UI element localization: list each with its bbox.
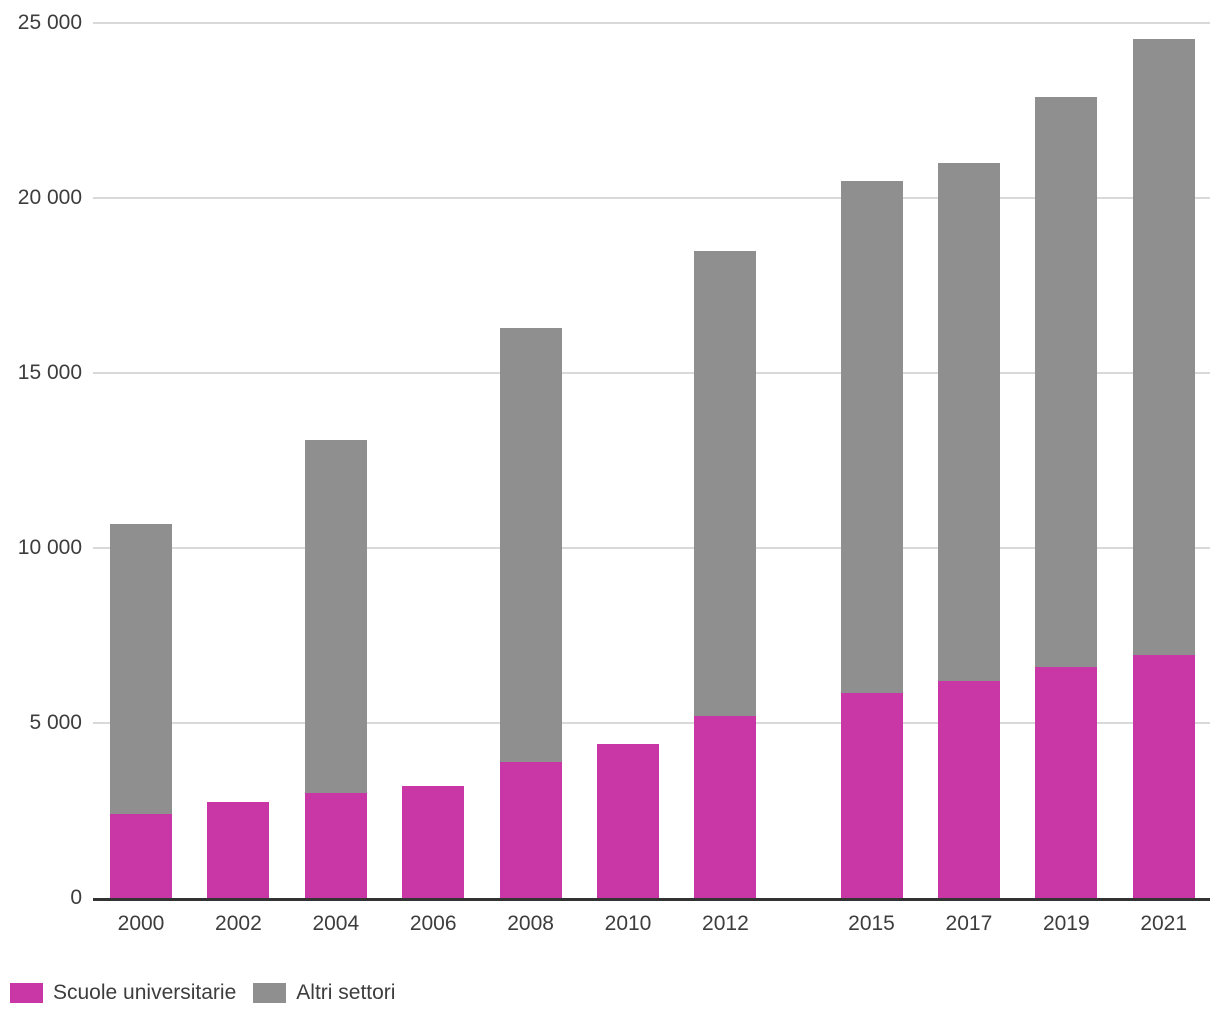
x-axis-line <box>93 898 1210 901</box>
y-tick-label-0: 0 <box>70 886 82 909</box>
bar-segment-scuole-universitarie-2010 <box>597 744 659 898</box>
bar-segment-altri-settori-2019 <box>1035 96 1098 667</box>
gridline-15000 <box>93 372 1210 374</box>
bar-segment-altri-settori-2008 <box>499 327 562 762</box>
x-tick-label-2004: 2004 <box>312 912 360 935</box>
gridline-25000 <box>93 22 1210 24</box>
bar-segment-scuole-universitarie-2019 <box>1035 667 1098 898</box>
x-tick-label-2010: 2010 <box>604 912 652 935</box>
y-tick-label-20000: 20 000 <box>17 186 82 209</box>
legend-swatch-altri-settori <box>253 983 287 1003</box>
bar-segment-scuole-universitarie-2002 <box>207 801 270 898</box>
x-tick-label-2019: 2019 <box>1042 912 1090 935</box>
x-tick-label-2002: 2002 <box>215 912 262 935</box>
x-tick-label-2021: 2021 <box>1140 912 1188 935</box>
y-tick-label-10000: 10 000 <box>17 536 82 559</box>
bar-segment-altri-settori-2015 <box>840 180 903 694</box>
legend-swatch-scuole-universitarie <box>10 983 43 1003</box>
gridline-20000 <box>93 197 1210 199</box>
x-tick-label-2000: 2000 <box>117 912 165 935</box>
bar-segment-scuole-universitarie-2006 <box>402 786 465 898</box>
bar-segment-scuole-universitarie-2017 <box>937 681 1000 898</box>
gridline-10000 <box>93 547 1210 549</box>
x-tick-label-2015: 2015 <box>848 912 895 935</box>
gridline-5000 <box>93 722 1210 724</box>
bar-segment-scuole-universitarie-2012 <box>694 716 757 898</box>
x-tick-label-2008: 2008 <box>507 912 554 935</box>
legend-label-altri-settori: Altri settori <box>296 981 396 1004</box>
legend-label-scuole-universitarie: Scuole universitarie <box>53 981 237 1004</box>
y-tick-label-25000: 25 000 <box>17 11 82 34</box>
bar-segment-altri-settori-2000 <box>110 523 172 814</box>
bar-segment-scuole-universitarie-2004 <box>304 793 367 898</box>
y-tick-label-5000: 5 000 <box>29 711 82 734</box>
x-tick-label-2006: 2006 <box>409 912 457 935</box>
y-tick-label-15000: 15 000 <box>17 361 82 384</box>
x-tick-label-2017: 2017 <box>945 912 993 935</box>
legend: Scuole universitarie Altri settori <box>10 981 395 1005</box>
bar-segment-altri-settori-2021 <box>1132 38 1195 655</box>
bar-segment-scuole-universitarie-2008 <box>499 761 562 898</box>
bar-segment-altri-settori-2012 <box>694 250 757 716</box>
bar-segment-scuole-universitarie-2000 <box>110 814 172 898</box>
bar-segment-altri-settori-2017 <box>937 163 1000 681</box>
bar-segment-scuole-universitarie-2015 <box>840 693 903 898</box>
bar-segment-altri-settori-2004 <box>304 439 367 793</box>
x-tick-label-2012: 2012 <box>702 912 749 935</box>
bar-segment-scuole-universitarie-2021 <box>1132 654 1195 898</box>
